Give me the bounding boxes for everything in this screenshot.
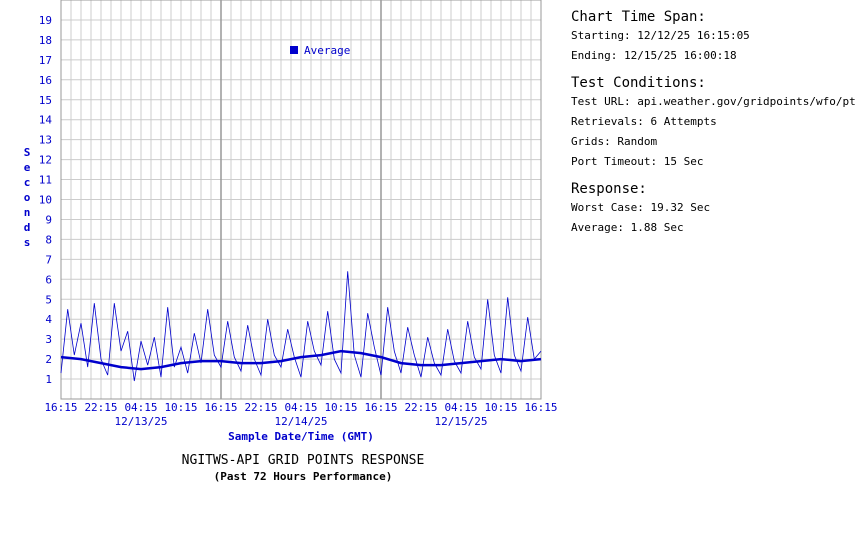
x-tick-label: 22:15 <box>404 401 437 414</box>
y-tick-label: 13 <box>39 134 52 147</box>
x-tick-label: 10:15 <box>164 401 197 414</box>
x-axis-label: Sample Date/Time (GMT) <box>228 430 374 443</box>
y-axis-label-letter: s <box>24 236 31 249</box>
test-conditions-section: Test Conditions: Test URL: api.weather.g… <box>571 74 856 172</box>
x-tick-label: 10:15 <box>324 401 357 414</box>
y-tick-label: 14 <box>39 114 53 127</box>
ending-time: Ending: 12/15/25 16:00:18 <box>571 49 737 62</box>
y-tick-label: 10 <box>39 194 52 207</box>
legend: Average <box>290 44 350 57</box>
major-grid-lines <box>220 0 382 399</box>
response-heading: Response: <box>571 181 647 197</box>
starting-time: Starting: 12/12/25 16:15:05 <box>571 29 750 42</box>
x-tick-label: 10:15 <box>484 401 517 414</box>
y-axis-label-letter: o <box>24 191 31 204</box>
average-response: Average: 1.88 Sec <box>571 221 684 234</box>
time-span-section: Chart Time Span: Starting: 12/12/25 16:1… <box>571 8 856 66</box>
legend-swatch-average <box>290 46 298 54</box>
x-tick-label: 04:15 <box>444 401 477 414</box>
test-url: Test URL: api.weather.gov/gridpoints/wfo… <box>571 95 856 108</box>
x-tick-label: 16:15 <box>204 401 237 414</box>
test-conditions-heading: Test Conditions: <box>571 75 706 91</box>
worst-case: Worst Case: 19.32 Sec <box>571 201 711 214</box>
x-tick-label: 04:15 <box>284 401 317 414</box>
y-tick-label: 4 <box>45 313 52 326</box>
y-tick-label: 7 <box>45 253 52 266</box>
y-tick-label: 17 <box>39 54 52 67</box>
y-tick-label: 6 <box>45 273 52 286</box>
series-layer <box>60 271 542 382</box>
y-tick-label: 16 <box>39 74 52 87</box>
y-tick-label: 12 <box>39 154 52 167</box>
x-tick-labels: 16:15 22:15 04:15 10:15 16:15 22:15 04:15 10:15… <box>44 401 557 414</box>
y-tick-label: 5 <box>45 293 52 306</box>
date-label: 12/15/25 <box>435 415 488 428</box>
y-tick-label: 11 <box>39 174 52 187</box>
date-label: 12/14/25 <box>275 415 328 428</box>
y-axis-label-letter: d <box>24 221 31 234</box>
x-tick-label: 16:15 <box>364 401 397 414</box>
x-tick-label: 04:15 <box>124 401 157 414</box>
retrievals: Retrievals: 6 Attempts <box>571 115 717 128</box>
series-line-average <box>60 349 542 371</box>
info-panel: Chart Time Span: Starting: 12/12/25 16:1… <box>571 8 856 246</box>
y-tick-label: 3 <box>45 333 52 346</box>
chart-subtitle: (Past 72 Hours Performance) <box>213 470 393 483</box>
x-tick-label: 16:15 <box>44 401 77 414</box>
y-tick-label: 1 <box>45 373 52 386</box>
date-labels: 12/13/25 12/14/25 12/15/25 <box>115 415 488 428</box>
time-span-heading: Chart Time Span: <box>571 9 706 25</box>
date-label: 12/13/25 <box>115 415 168 428</box>
y-tick-label: 15 <box>39 94 52 107</box>
x-tick-label: 22:15 <box>84 401 117 414</box>
chart-title: NGITWS-API GRID POINTS RESPONSE <box>181 453 425 468</box>
legend-label-average: Average <box>304 44 350 57</box>
plot-frame <box>60 0 542 400</box>
y-axis-label-letter: c <box>24 176 31 189</box>
y-tick-label: 8 <box>45 233 52 246</box>
y-tick-label: 9 <box>45 213 52 226</box>
grid-lines <box>61 0 541 399</box>
x-tick-label: 22:15 <box>244 401 277 414</box>
series-line-response <box>60 271 542 382</box>
y-tick-label: 19 <box>39 14 52 27</box>
x-tick-label: 16:15 <box>524 401 557 414</box>
response-section: Response: Worst Case: 19.32 Sec Average:… <box>571 180 856 238</box>
y-axis-label-letter: n <box>24 206 31 219</box>
y-tick-label: 18 <box>39 34 52 47</box>
y-axis-label-letter: S <box>24 146 31 159</box>
y-tick-label: 2 <box>45 353 52 366</box>
y-axis-label-letter: e <box>24 161 31 174</box>
grids: Grids: Random <box>571 135 658 148</box>
port-timeout: Port Timeout: 15 Sec <box>571 155 704 168</box>
